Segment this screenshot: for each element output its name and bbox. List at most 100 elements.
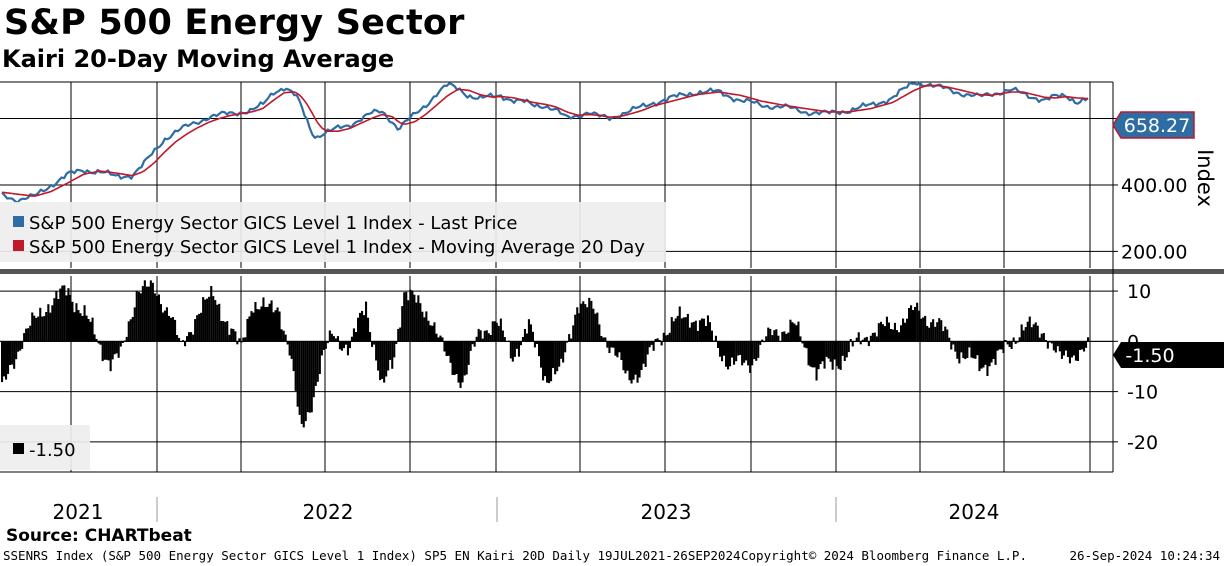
kairi-bar (1028, 316, 1031, 342)
kairi-bar (143, 280, 146, 342)
kairi-bar (276, 307, 279, 342)
kairi-bar (805, 341, 808, 349)
kairi-bar (636, 341, 639, 383)
x-tick-label: 2022 (303, 500, 354, 524)
kairi-bar (1058, 341, 1061, 352)
kairi-bar (674, 318, 677, 342)
kairi-bar (487, 333, 490, 342)
kairi-bar (823, 341, 826, 369)
kairi-bar (9, 341, 12, 365)
kairi-bar (67, 288, 70, 342)
kairi-bar (210, 286, 213, 342)
kairi-bar (855, 337, 858, 342)
kairi-bar (141, 286, 144, 342)
kairi-bar (260, 306, 263, 342)
kairi-bar (405, 291, 408, 342)
kairi-bar (769, 328, 772, 342)
kairi-bar (208, 296, 211, 342)
kairi-bar (1024, 327, 1027, 342)
kairi-bar (680, 318, 683, 342)
kairi-bar (1010, 341, 1013, 349)
kairi-bar (624, 341, 627, 374)
series-line-last-price (1, 81, 1089, 204)
y-tick-label: 200.00 (1121, 241, 1187, 263)
kairi-bar (885, 316, 888, 342)
kairi-bar (493, 321, 496, 342)
kairi-bar (328, 330, 331, 342)
kairi-bar (87, 319, 90, 342)
y-tick-label: -10 (1127, 382, 1158, 404)
kairi-bar (807, 341, 810, 366)
kairi-bar (282, 330, 285, 342)
kairi-bar (1087, 337, 1090, 342)
kairi-bar (916, 302, 919, 342)
kairi-bar (640, 341, 643, 370)
kairi-bar (491, 321, 494, 342)
kairi-bar (940, 320, 943, 342)
kairi-bar (974, 341, 977, 359)
kairi-bar (950, 341, 953, 350)
kairi-bar (1074, 341, 1077, 361)
kairi-bar (879, 321, 882, 342)
kairi-bar (590, 300, 593, 342)
kairi-bar (849, 339, 852, 342)
kairi-bar (11, 341, 14, 365)
kairi-bar (749, 341, 752, 373)
kairi-bar (377, 341, 380, 371)
kairi-bar (43, 316, 46, 342)
kairi-bar (946, 329, 949, 342)
kairi-bar (399, 327, 402, 342)
kairi-bar (910, 305, 913, 342)
kairi-bar (978, 341, 981, 372)
kairi-bar (904, 322, 907, 342)
kairi-bar (928, 327, 931, 342)
kairi-bar (312, 341, 315, 398)
kairi-bar (246, 318, 249, 342)
kairi-bar (95, 339, 98, 342)
kairi-bar (348, 341, 351, 349)
kairi-bar (739, 341, 742, 355)
kairi-bar (121, 341, 124, 343)
kairi-bar (895, 330, 898, 342)
kairi-bar (107, 341, 110, 361)
kairi-bar (1056, 341, 1059, 347)
kairi-bar (775, 329, 778, 342)
kairi-bar (531, 331, 534, 342)
kairi-bar (825, 341, 828, 357)
kairi-bar (765, 336, 768, 342)
kairi-bar (1016, 341, 1019, 343)
kairi-bar (151, 282, 154, 342)
kairi-bar (670, 317, 673, 342)
kairi-bar (459, 341, 462, 388)
kairi-bar (437, 337, 440, 342)
kairi-bar (57, 299, 60, 342)
kairi-bar (485, 330, 488, 342)
kairi-bar (634, 341, 637, 375)
kairi-bar (847, 341, 850, 353)
kairi-bar (1052, 341, 1055, 351)
kairi-bar (1072, 341, 1075, 356)
kairi-bar (533, 341, 536, 348)
kairi-bar (469, 341, 472, 351)
kairi-bar (272, 312, 275, 342)
kairi-bar (127, 321, 130, 342)
kairi-bar (580, 303, 583, 342)
kairi-bar (817, 341, 820, 370)
kairi-bar (638, 341, 641, 378)
kairi-bar (809, 341, 812, 367)
kairi-bar (222, 321, 225, 342)
kairi-bar (413, 294, 416, 342)
kairi-bar (612, 341, 615, 348)
kairi-bar (990, 341, 993, 363)
kairi-bar (570, 338, 573, 342)
kairi-bar (924, 315, 927, 342)
kairi-bar (920, 318, 923, 342)
kairi-bar (684, 317, 687, 342)
kairi-bar (835, 341, 838, 367)
kairi-bar (304, 341, 307, 422)
kairi-legend: -1.50 (0, 425, 90, 470)
kairi-bar (184, 341, 187, 347)
kairi-bar (594, 313, 597, 342)
kairi-bar (525, 333, 528, 342)
kairi-bar (795, 325, 798, 342)
